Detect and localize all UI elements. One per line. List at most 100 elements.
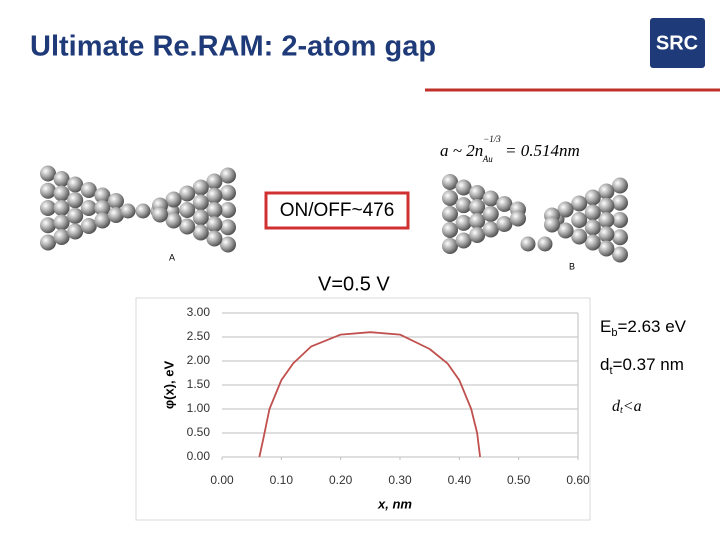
x-tick-label: 0.10 (270, 473, 294, 487)
atom (598, 197, 615, 214)
x-tick-label: 0.40 (448, 473, 472, 487)
x-tick-label: 0.60 (566, 473, 590, 487)
atom (192, 179, 209, 196)
y-tick-label: 1.00 (187, 401, 211, 415)
atom (40, 217, 56, 234)
dta-base: d (612, 398, 621, 415)
atom (80, 218, 97, 234)
chart: 0.00 0.50 1.00 1.50 2.00 2.50 3.00 0.00 0.10 0.20… (161, 305, 590, 511)
atom (598, 183, 615, 200)
atom (612, 246, 628, 263)
atom (482, 221, 499, 238)
atom (612, 229, 628, 246)
dt-lt-a: dt<a (612, 398, 642, 417)
eb-rest: =2.63 eV (617, 317, 686, 336)
atom-clusters (40, 165, 628, 263)
atom (206, 173, 223, 190)
atom (67, 223, 84, 240)
y-tick-label: 0.50 (187, 425, 211, 439)
atom (206, 202, 223, 218)
atom (53, 200, 70, 216)
atom (220, 219, 236, 236)
atom (94, 200, 111, 216)
atom (220, 167, 236, 184)
dta-sub: t (620, 405, 623, 416)
atom (584, 204, 601, 221)
atom (152, 206, 168, 223)
atom (120, 203, 136, 219)
atom (442, 206, 458, 222)
atom (482, 190, 499, 207)
logo: SRC (656, 32, 698, 54)
atom (40, 200, 56, 216)
eb-sub: b (611, 327, 617, 339)
eb: Eb=2.63 eV (600, 317, 687, 338)
dt-base: d (600, 355, 609, 374)
dt-rest: =0.37 nm (613, 355, 684, 374)
atom (179, 202, 196, 218)
atom (40, 165, 56, 182)
atom (557, 222, 574, 239)
x-tick-label: 0.00 (210, 473, 234, 487)
y-tick-label: 1.50 (187, 377, 211, 391)
atom (220, 202, 236, 218)
barrier-curve (258, 331, 481, 458)
dta-rest: <a (623, 398, 642, 415)
label-b: B (569, 261, 575, 271)
atom (520, 236, 536, 252)
atom (571, 212, 588, 228)
atom (584, 234, 601, 251)
atom (455, 197, 472, 214)
atom (510, 210, 526, 227)
atom (612, 177, 628, 194)
atom (584, 219, 601, 236)
atom (165, 191, 182, 208)
y-axis-label: φ(x), eV (161, 361, 176, 410)
atom (165, 212, 182, 229)
formula-exp: −1/3 (483, 134, 501, 144)
atom (598, 212, 615, 228)
dt-sub: t (609, 365, 612, 377)
atom (442, 190, 458, 206)
atom (40, 182, 56, 199)
atom (53, 185, 70, 202)
slide-title: Ultimate Re.RAM: 2-atom gap (30, 31, 436, 63)
atom (192, 209, 209, 226)
atom (80, 182, 97, 198)
x-tick-label: 0.20 (329, 473, 353, 487)
eb-base: E (600, 317, 611, 336)
atom (557, 201, 574, 218)
atom (571, 228, 588, 245)
chart-frame (135, 297, 591, 521)
atom (612, 194, 628, 211)
atom (94, 212, 111, 229)
y-tick-label: 2.50 (187, 329, 211, 343)
atom (598, 226, 615, 243)
on-off: ON/OFF~476 (280, 200, 395, 221)
x-tick-label: 0.30 (388, 473, 412, 487)
atom (469, 199, 486, 215)
atom (612, 212, 628, 228)
atom (537, 236, 553, 252)
y-tick-label: 2.00 (187, 353, 211, 367)
formula-rhs: = 0.514nm (501, 141, 580, 160)
atom (455, 214, 472, 231)
atom (598, 240, 615, 257)
atom (192, 224, 209, 241)
atom (108, 207, 124, 223)
dt: dt=0.37 nm (600, 355, 684, 376)
atom (220, 184, 236, 201)
y-tick-label: 3.00 (187, 305, 211, 319)
x-axis-label: x, nm (377, 496, 412, 511)
x-tick-label: 0.50 (507, 473, 531, 487)
atom (496, 216, 513, 232)
atom (469, 185, 486, 201)
formula-sub: Au (482, 154, 493, 164)
atom (482, 206, 499, 222)
atom (442, 238, 458, 254)
atom (67, 192, 84, 209)
atom (469, 227, 486, 243)
atom (455, 232, 472, 249)
atom (67, 207, 84, 224)
